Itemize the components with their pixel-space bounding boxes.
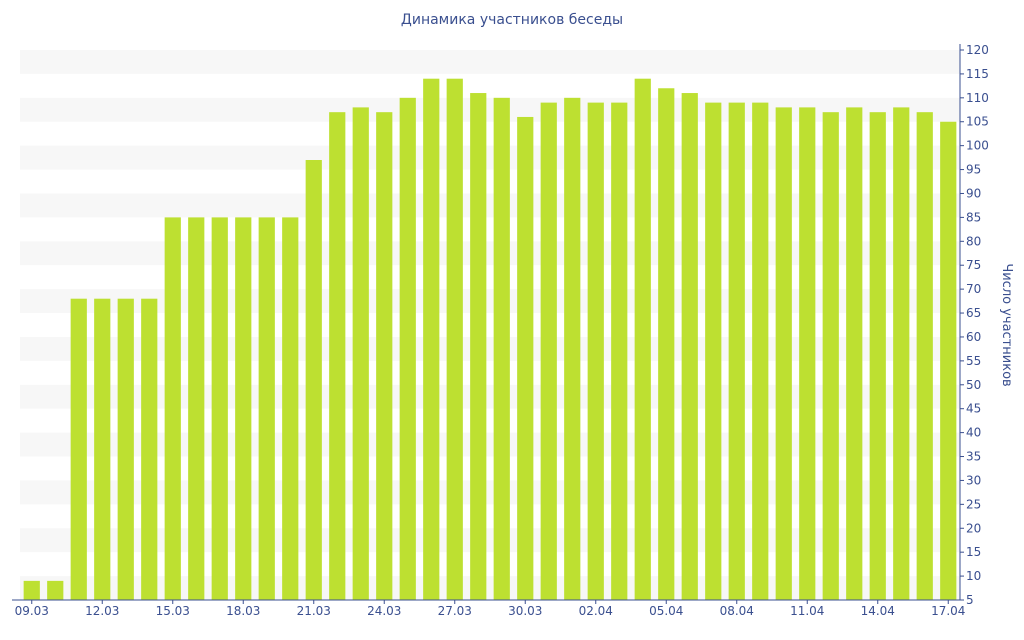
- grid-band: [20, 384, 960, 409]
- y-tick-label: 5: [966, 593, 974, 607]
- grid-band: [20, 480, 960, 505]
- bar-12.04[interactable]: [822, 112, 839, 600]
- y-tick-label: 80: [966, 234, 981, 248]
- bar-15.04[interactable]: [893, 107, 910, 601]
- grid-band: [20, 432, 960, 457]
- x-tick-label: 09.03: [15, 604, 49, 618]
- bar-31.03[interactable]: [540, 102, 557, 600]
- y-tick-label: 45: [966, 402, 981, 416]
- bar-27.03[interactable]: [446, 78, 463, 600]
- x-tick-label: 24.03: [367, 604, 401, 618]
- grid-band: [20, 50, 960, 74]
- y-tick-label: 75: [966, 258, 981, 272]
- y-tick-label: 110: [966, 91, 989, 105]
- bar-11.03[interactable]: [70, 298, 87, 600]
- y-tick-label: 105: [966, 115, 989, 129]
- x-tick-label: 05.04: [649, 604, 683, 618]
- grid-bands: [20, 50, 960, 600]
- bar-16.03[interactable]: [188, 217, 205, 601]
- y-tick-labels: 5 10 15 20 25 30 35 40 45 50 55 60 65 70 75 80 85 90 95 100…: [960, 43, 989, 607]
- bar-30.03[interactable]: [517, 116, 534, 601]
- y-tick-label: 90: [966, 186, 981, 200]
- bar-22.03[interactable]: [329, 112, 346, 600]
- bar-12.03[interactable]: [94, 298, 111, 600]
- x-tick-label: 08.04: [720, 604, 754, 618]
- bar-17.04[interactable]: [940, 121, 957, 600]
- y-tick-label: 30: [966, 473, 981, 487]
- y-tick-label: 100: [966, 139, 989, 153]
- y-tick-label: 55: [966, 354, 981, 368]
- y-axis-label: Число участников: [999, 263, 1014, 386]
- bar-26.03[interactable]: [423, 78, 440, 600]
- bar-21.03[interactable]: [305, 160, 322, 600]
- y-tick-label: 10: [966, 569, 981, 583]
- x-tick-label: 11.04: [790, 604, 824, 618]
- x-tick-label: 12.03: [85, 604, 119, 618]
- bar-04.04[interactable]: [634, 78, 651, 600]
- bar-10.04[interactable]: [775, 107, 792, 601]
- y-tick-label: 95: [966, 163, 981, 177]
- y-tick-label: 65: [966, 306, 981, 320]
- bar-13.04[interactable]: [846, 107, 863, 601]
- y-tick-label: 35: [966, 450, 981, 464]
- bar-29.03[interactable]: [493, 97, 510, 601]
- bar-02.04[interactable]: [587, 102, 604, 600]
- x-tick-label: 18.03: [226, 604, 260, 618]
- x-tick-label: 17.04: [931, 604, 965, 618]
- bar-17.03[interactable]: [211, 217, 228, 601]
- x-tick-labels: 09.03 12.03 15.03 18.03 21.03 24.03 27.03 30.03…: [15, 600, 965, 618]
- grid-band: [20, 145, 960, 170]
- bar-09.04[interactable]: [752, 102, 769, 600]
- bar-28.03[interactable]: [470, 93, 487, 600]
- y-tick-label: 120: [966, 43, 989, 57]
- bar-09.03[interactable]: [23, 580, 40, 600]
- bar-10.03[interactable]: [47, 580, 64, 600]
- y-tick-label: 40: [966, 426, 981, 440]
- chart-title: Динамика участников беседы: [400, 12, 624, 28]
- grid-band: [20, 336, 960, 361]
- y-tick-label: 70: [966, 282, 981, 296]
- bar-08.04[interactable]: [728, 102, 745, 600]
- bar-05.04[interactable]: [658, 88, 675, 601]
- grid-band: [20, 576, 960, 600]
- bar-06.04[interactable]: [681, 93, 698, 600]
- grid-band: [20, 241, 960, 266]
- grid-band: [20, 289, 960, 314]
- bar-15.03[interactable]: [164, 217, 181, 601]
- x-tick-label: 30.03: [508, 604, 542, 618]
- bar-20.03[interactable]: [282, 217, 299, 601]
- y-tick-label: 20: [966, 521, 981, 535]
- bar-01.04[interactable]: [564, 97, 581, 601]
- grid-band: [20, 528, 960, 553]
- x-tick-label: 21.03: [297, 604, 331, 618]
- bar-14.04[interactable]: [869, 112, 886, 600]
- x-tick-label: 27.03: [438, 604, 472, 618]
- bar-19.03[interactable]: [258, 217, 275, 601]
- bar-13.03[interactable]: [117, 298, 134, 600]
- bar-11.04[interactable]: [799, 107, 816, 601]
- bar-23.03[interactable]: [352, 107, 369, 601]
- bar-03.04[interactable]: [611, 102, 628, 600]
- x-tick-label: 14.04: [861, 604, 895, 618]
- y-tick-label: 50: [966, 378, 981, 392]
- axes: [12, 44, 961, 601]
- grid-band: [20, 193, 960, 218]
- y-tick-label: 15: [966, 545, 981, 559]
- grid-band: [20, 97, 960, 122]
- y-tick-label: 85: [966, 210, 981, 224]
- bar-16.04[interactable]: [916, 112, 933, 600]
- x-tick-label: 15.03: [156, 604, 190, 618]
- bar-25.03[interactable]: [399, 97, 416, 601]
- bar-14.03[interactable]: [141, 298, 158, 600]
- bar-07.04[interactable]: [705, 102, 722, 600]
- bars: [23, 78, 957, 601]
- bar-18.03[interactable]: [235, 217, 252, 601]
- y-tick-label: 60: [966, 330, 981, 344]
- bar-24.03[interactable]: [376, 112, 393, 600]
- y-tick-label: 25: [966, 497, 981, 511]
- x-tick-label: 02.04: [579, 604, 613, 618]
- y-tick-label: 115: [966, 67, 989, 81]
